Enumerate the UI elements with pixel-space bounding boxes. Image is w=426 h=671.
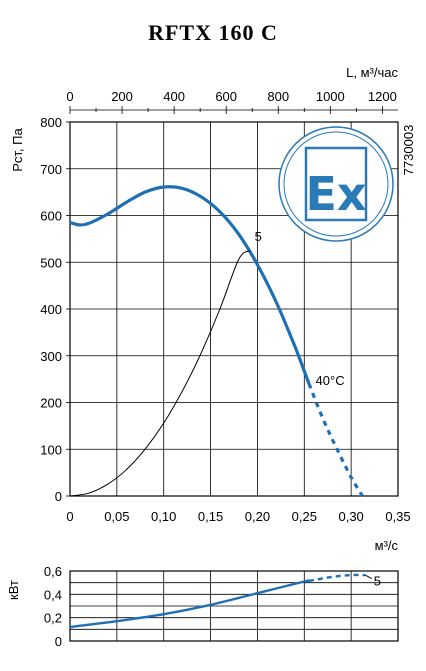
y-tick-label: 200 bbox=[40, 396, 62, 411]
x-tick-label: 0,25 bbox=[292, 509, 317, 524]
top-axis-tick-label: 600 bbox=[215, 89, 237, 104]
x-tick-label: 0,30 bbox=[338, 509, 363, 524]
top-axis-tick-label: 0 bbox=[66, 89, 73, 104]
top-axis-tick-label: 1000 bbox=[316, 89, 345, 104]
y-tick-label: 700 bbox=[40, 162, 62, 177]
power-annotation-leader bbox=[364, 574, 372, 580]
y-tick-label: 600 bbox=[40, 209, 62, 224]
y-tick-label: 0 bbox=[55, 489, 62, 504]
power-annotation-label: 5 bbox=[374, 574, 381, 589]
system-curve-line bbox=[69, 250, 251, 497]
ex-badge-inner-ring bbox=[283, 131, 389, 237]
y-tick-label: 500 bbox=[40, 255, 62, 270]
y-tick-label: 100 bbox=[40, 442, 62, 457]
top-axis-tick-label: 400 bbox=[163, 89, 185, 104]
y-axis-label: Pст, Па bbox=[10, 127, 25, 171]
power-plot-frame bbox=[69, 570, 399, 642]
annotation-label: 5 bbox=[255, 229, 262, 244]
x-tick-label: 0,20 bbox=[245, 509, 270, 524]
y-tick-label: 300 bbox=[40, 349, 62, 364]
y-tick-label: 800 bbox=[40, 115, 62, 130]
power-y-tick-label: 0,6 bbox=[44, 564, 62, 579]
x-tick-label: 0,05 bbox=[104, 509, 129, 524]
top-axis-tick-label: 800 bbox=[267, 89, 289, 104]
plot-frame bbox=[69, 121, 399, 497]
top-axis-tick-label: 1200 bbox=[368, 89, 397, 104]
ex-badge-outer-ring bbox=[278, 126, 394, 242]
power-line bbox=[69, 579, 311, 629]
x-tick-label: 0,10 bbox=[151, 509, 176, 524]
power-y-axis-label: кВт bbox=[6, 580, 21, 600]
power-extended-line bbox=[308, 573, 366, 583]
x-axis-label: м³/с bbox=[375, 538, 399, 553]
x-tick-label: 0,15 bbox=[198, 509, 223, 524]
power-y-tick-label: 0,4 bbox=[44, 587, 62, 602]
chart-title: RFTX 160 C bbox=[148, 20, 278, 45]
x-tick-label: 0 bbox=[66, 509, 73, 524]
y-tick-label: 400 bbox=[40, 302, 62, 317]
power-y-tick-label: 0,2 bbox=[44, 611, 62, 626]
top-axis-label: L, м³/час bbox=[346, 65, 398, 80]
fan-curve-extended-line bbox=[307, 383, 364, 497]
annotation-label: 40°C bbox=[316, 373, 345, 388]
x-tick-label: 0,35 bbox=[385, 509, 410, 524]
ex-badge-label: Ex bbox=[305, 167, 366, 221]
ex-badge-box bbox=[304, 146, 368, 222]
side-code: 7730003 bbox=[401, 125, 416, 176]
top-axis-tick-label: 200 bbox=[111, 89, 133, 104]
fan-curve-line bbox=[69, 185, 311, 385]
power-y-tick-label: 0 bbox=[55, 634, 62, 649]
